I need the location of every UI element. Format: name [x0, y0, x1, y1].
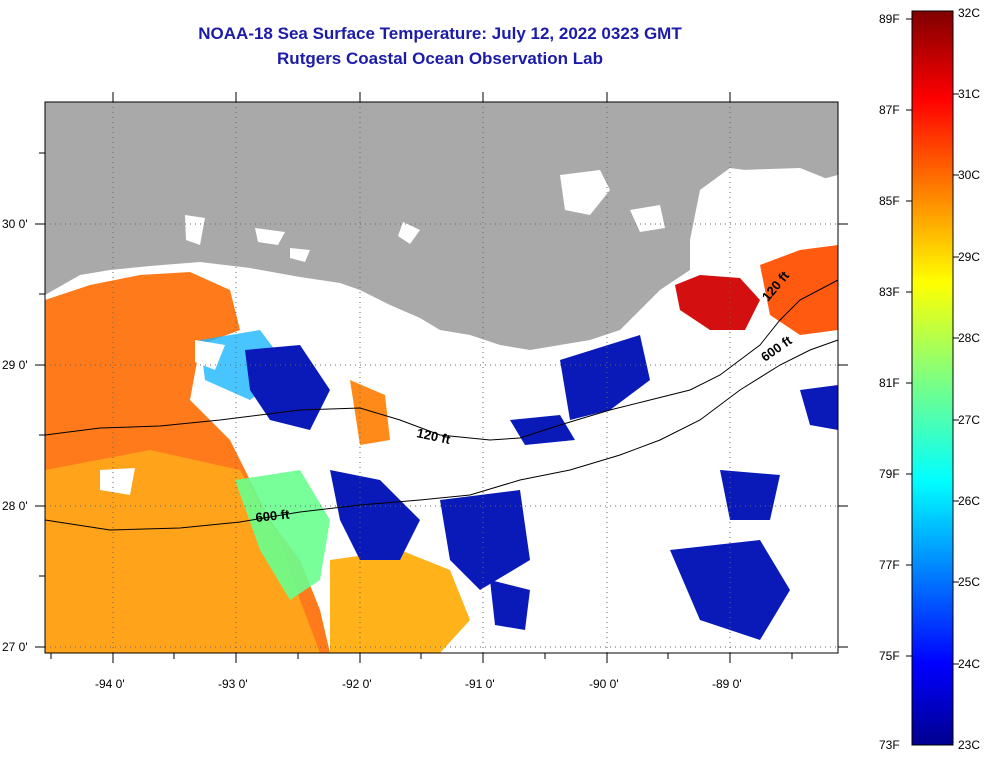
cold-patch — [490, 580, 530, 630]
colorbar-f-label: 83F — [879, 285, 900, 299]
lake — [290, 248, 310, 262]
colorbar-c-label: 29C — [958, 250, 980, 264]
no-data-gap — [195, 340, 225, 370]
colorbar-c-label: 25C — [958, 575, 980, 589]
map-frame — [44, 101, 839, 654]
tick-marks — [35, 92, 848, 663]
lon-label: -94 0' — [95, 677, 125, 691]
grid — [45, 102, 838, 653]
no-data-gap — [560, 440, 720, 560]
colorbar-ticks — [906, 18, 959, 665]
cold-patch — [720, 470, 780, 520]
colorbar-f-label: 79F — [879, 467, 900, 481]
cold-patch — [440, 490, 530, 590]
cold-patch — [560, 335, 650, 420]
map-title: NOAA-18 Sea Surface Temperature: July 12… — [198, 24, 682, 43]
lon-label: -92 0' — [342, 677, 372, 691]
colorbar-c-label: 28C — [958, 331, 980, 345]
cold-patch — [510, 415, 575, 445]
colorbar-c-label: 26C — [958, 494, 980, 508]
contour-label-600: 600 ft — [255, 506, 291, 525]
cold-patch — [245, 345, 330, 430]
colorbar — [911, 10, 954, 746]
lake — [255, 228, 285, 245]
transition-band — [235, 470, 330, 600]
lake — [560, 170, 610, 215]
lat-label: 30 0' — [2, 217, 28, 231]
colorbar-c-label: 31C — [958, 87, 980, 101]
colorbar-c-label: 23C — [958, 738, 980, 752]
land-mass — [45, 102, 838, 350]
no-data-gap — [100, 468, 135, 495]
lake — [398, 222, 420, 244]
contour-600ft — [44, 339, 839, 531]
colorbar-f-label: 75F — [879, 649, 900, 663]
warm-water-south — [330, 550, 470, 653]
lake — [630, 205, 665, 232]
colorbar-c-label: 24C — [958, 657, 980, 671]
colorbar-f-label: 73F — [879, 738, 900, 752]
lon-label: -90 0' — [589, 677, 619, 691]
contour-label-120: 120 ft — [415, 425, 452, 447]
lat-label: 27 0' — [2, 640, 28, 654]
lat-label: 28 0' — [2, 499, 28, 513]
lon-label: -91 0' — [465, 677, 495, 691]
colorbar-f-label: 77F — [879, 558, 900, 572]
colorbar-c-label: 32C — [958, 6, 980, 20]
lon-label: -89 0' — [712, 677, 742, 691]
lake — [185, 215, 205, 245]
warm-patch-east — [760, 245, 838, 335]
colorbar-f-label: 81F — [879, 376, 900, 390]
lat-label: 29 0' — [2, 358, 28, 372]
colorbar-f-label: 85F — [879, 194, 900, 208]
map-subtitle: Rutgers Coastal Ocean Observation Lab — [277, 49, 603, 68]
hot-patch — [675, 275, 760, 330]
contour-120ft — [44, 279, 839, 441]
cold-patch — [670, 540, 790, 640]
cold-patch — [330, 470, 420, 560]
colorbar-c-label: 30C — [958, 168, 980, 182]
no-data-gap — [410, 350, 520, 430]
cold-patch — [800, 385, 838, 430]
lake — [740, 168, 830, 250]
lon-label: -93 0' — [218, 677, 248, 691]
warm-patch — [350, 380, 390, 445]
colorbar-c-label: 27C — [958, 413, 980, 427]
colorbar-f-label: 89F — [879, 12, 900, 26]
colorbar-f-label: 87F — [879, 103, 900, 117]
